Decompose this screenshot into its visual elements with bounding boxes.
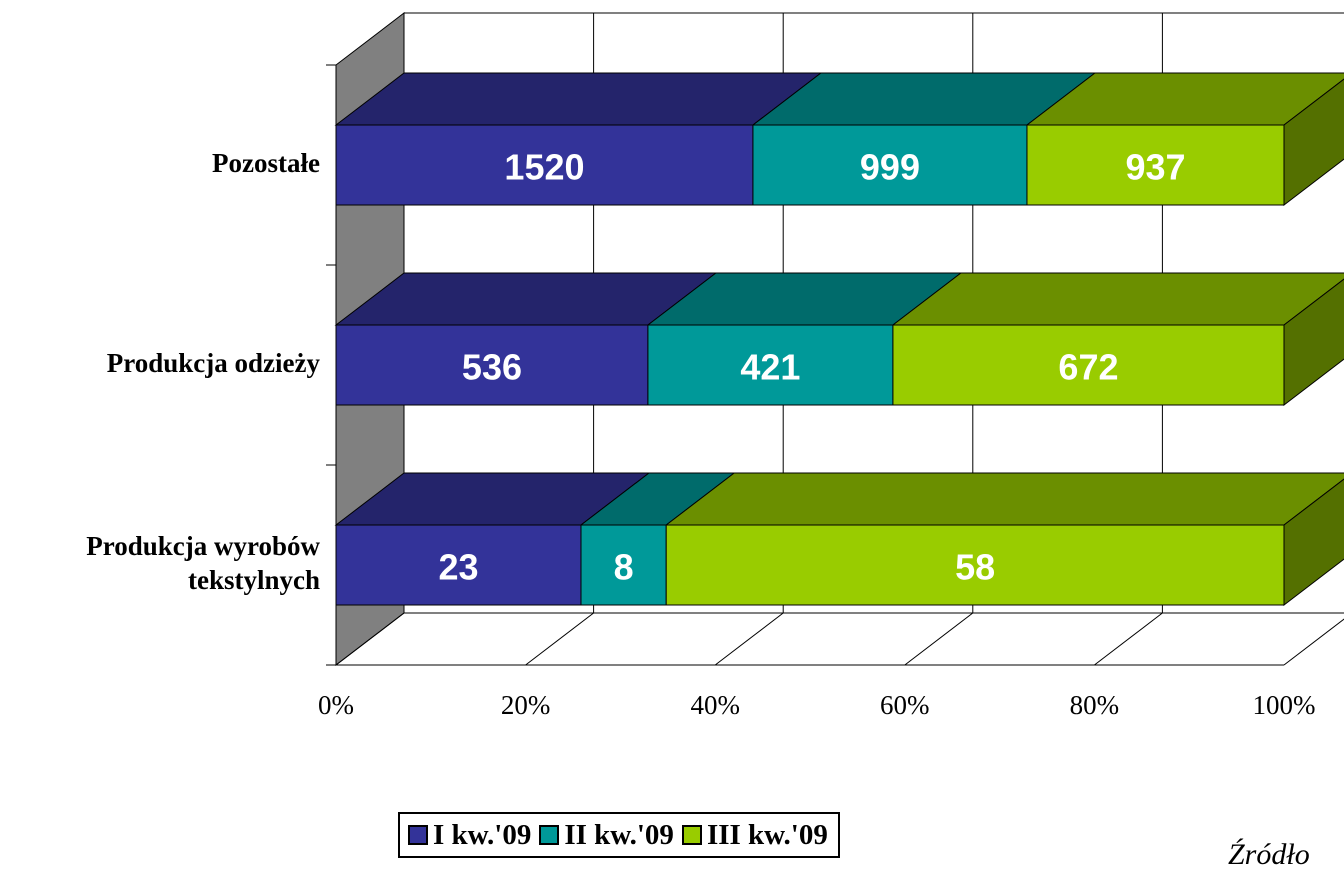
data-label-0-1: 8	[614, 547, 634, 588]
category-label-other: Pozostałe	[212, 146, 320, 180]
data-label-0-2: 58	[955, 547, 995, 588]
bar-2-2	[1026, 124, 1285, 206]
floor-gridline-2	[714, 612, 784, 666]
category-label-textiles: Produkcja wyrobów tekstylnych	[86, 529, 320, 597]
data-label-1-1: 421	[740, 347, 800, 388]
floor-gridline-5	[1283, 618, 1344, 666]
data-label-2-0: 1520	[504, 147, 584, 188]
x-tick-label-4: 80%	[1070, 690, 1120, 720]
bar-2-1	[752, 124, 1028, 206]
floor-gridline-0	[335, 612, 405, 666]
bar-0-1	[580, 524, 667, 606]
floor-gridline-1	[525, 612, 594, 666]
x-tick-label-2: 40%	[690, 690, 740, 720]
bar-1-2	[892, 324, 1285, 406]
legend-item-q2: II kw.'09	[539, 819, 674, 852]
source-note: Źródło	[1228, 838, 1310, 871]
data-label-2-2: 937	[1125, 147, 1185, 188]
data-label-1-0: 536	[462, 347, 522, 388]
legend-item-q3: III kw.'09	[681, 818, 828, 852]
bar-1-1	[647, 324, 894, 406]
legend-swatch-q1	[408, 825, 428, 845]
category-label-other-line1: Pozostałe	[212, 148, 320, 178]
bar-2-0	[335, 124, 754, 206]
legend-swatch-q2	[539, 825, 560, 845]
legend-label-q1: I kw.'09	[433, 818, 532, 851]
bar-top-2-0	[334, 72, 823, 126]
x-tick-label-1: 20%	[501, 690, 551, 720]
bar-top-1-2	[891, 272, 1344, 326]
category-label-clothing-line1: Produkcja odzieży	[106, 348, 320, 378]
legend-swatch-q3	[681, 825, 702, 845]
floor-gridline-3	[904, 612, 974, 666]
data-label-0-0: 23	[438, 547, 478, 588]
category-label-textiles-line1: Produkcja wyrobów	[86, 531, 320, 561]
legend-label-q3: III kw.'09	[706, 818, 828, 851]
x-tick-label-0: 0%	[318, 690, 354, 720]
category-label-textiles-line2: tekstylnych	[187, 565, 320, 595]
category-label-clothing: Produkcja odzieży	[107, 346, 320, 380]
bar-0-0	[335, 524, 582, 606]
floor-gridline-4	[1094, 612, 1163, 666]
legend-label-q2: II kw.'09	[564, 818, 674, 851]
data-label-2-1: 999	[860, 147, 920, 188]
chart-legend: I kw.'09 II kw.'09 III kw.'09	[398, 812, 840, 858]
x-tick-label-5: 100%	[1253, 690, 1316, 720]
legend-item-q1: I kw.'09	[408, 819, 531, 852]
bar-0-2	[665, 524, 1285, 606]
bar-top-0-2	[664, 472, 1344, 526]
x-tick-label-3: 60%	[880, 690, 930, 720]
data-label-1-2: 672	[1058, 347, 1118, 388]
